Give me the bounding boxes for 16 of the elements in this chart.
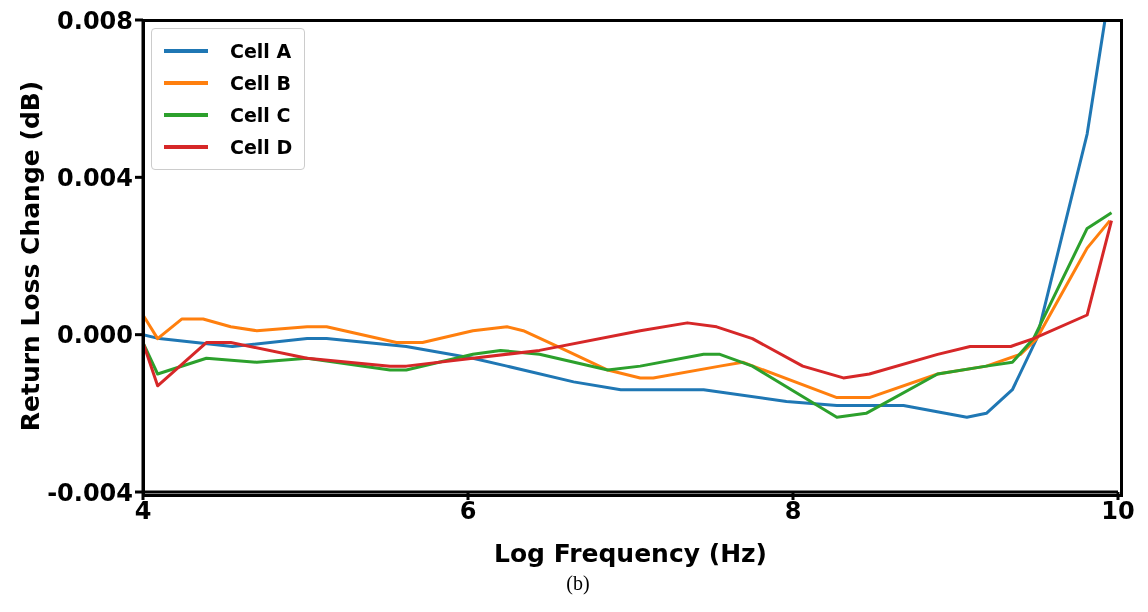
y-tick-label: 0.004 [57, 163, 133, 192]
legend-label: Cell A [230, 40, 292, 62]
y-tick-label: 0.000 [57, 321, 133, 350]
y-tick-label: 0.008 [57, 6, 133, 35]
legend-label: Cell C [230, 104, 291, 126]
line-series [143, 20, 1107, 419]
x-tick-label: 8 [784, 497, 802, 526]
legend-label: Cell B [230, 72, 291, 94]
y-axis-title: Return Loss Change (dB) [15, 80, 45, 432]
x-tick-label: 6 [459, 497, 477, 526]
x-axis-title: Log Frequency (Hz) [493, 539, 768, 568]
legend-label: Cell D [230, 136, 293, 158]
y-tick-label: -0.004 [47, 478, 133, 507]
x-tick-label: 4 [134, 497, 152, 526]
text: (b) [565, 572, 591, 595]
x-tick-label: 10 [1101, 497, 1135, 526]
